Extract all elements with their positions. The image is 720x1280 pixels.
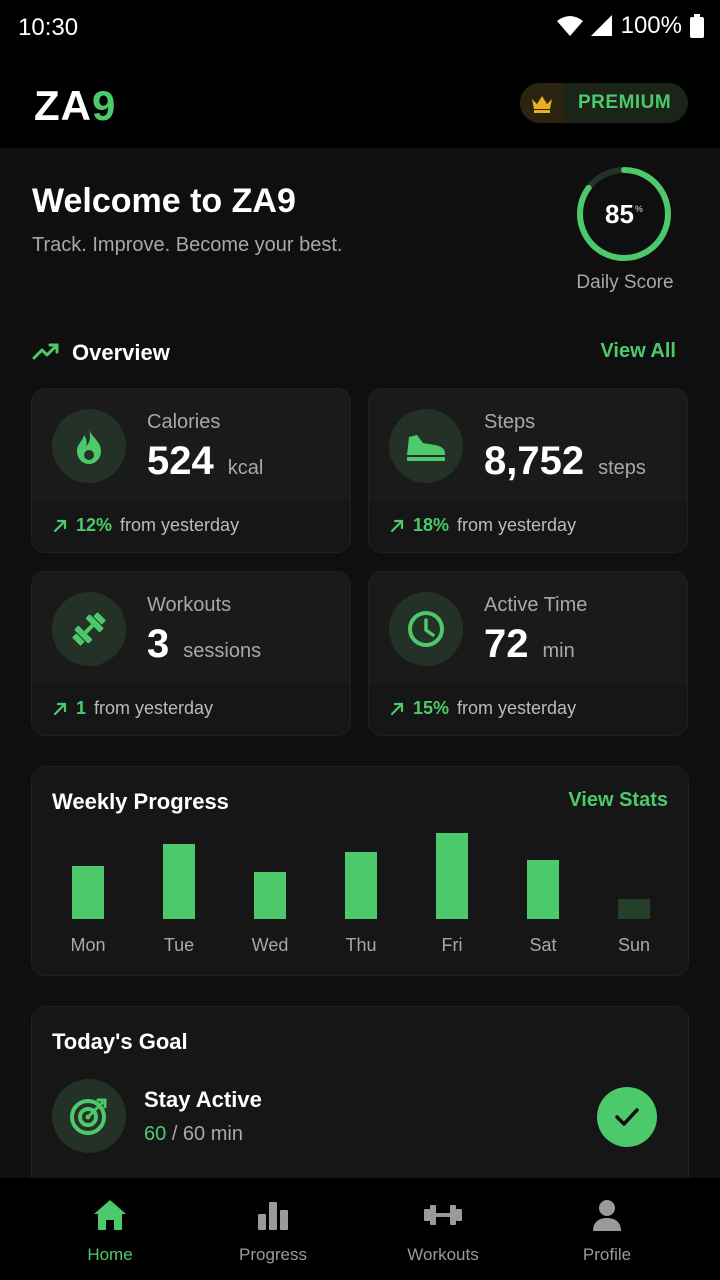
card-trend: 12% from yesterday — [52, 515, 239, 536]
shoe-icon — [389, 409, 463, 483]
chart-tick-label: Thu — [345, 935, 376, 955]
nav-label: Workouts — [407, 1245, 479, 1264]
arrow-up-right-icon — [53, 702, 67, 715]
flame-icon — [52, 409, 126, 483]
view-stats-link[interactable]: View Stats — [568, 789, 668, 811]
card-value: 72 min — [484, 622, 575, 666]
chart-bar-fri — [436, 833, 468, 919]
nav-home[interactable]: Home — [30, 1178, 190, 1280]
weekly-progress-card: Weekly Progress View Stats Mon Tue Wed Thu F… — [31, 766, 689, 976]
card-value: 3 sessions — [147, 622, 262, 666]
nav-label: Progress — [238, 1245, 308, 1264]
wifi-icon — [556, 16, 583, 36]
nav-progress[interactable]: Progress — [193, 1178, 353, 1280]
goal-title: Today's Goal — [52, 1029, 188, 1054]
card-value: 524 kcal — [147, 439, 264, 483]
welcome-subtitle: Track. Improve. Become your best. — [32, 234, 343, 256]
card-trend: 15% from yesterday — [389, 698, 576, 719]
chart-tick-label: Wed — [252, 935, 289, 955]
premium-button[interactable]: PREMIUM — [520, 83, 688, 123]
status-time: 10:30 — [18, 14, 79, 41]
arrow-up-right-icon — [390, 702, 404, 715]
app-bar: ZA9 PREMIUM — [0, 56, 720, 148]
score-progress-arc — [577, 167, 671, 261]
battery-percent: 100% — [620, 12, 682, 39]
weekly-title: Weekly Progress — [52, 789, 229, 814]
welcome-title: Welcome to ZA9 — [32, 182, 296, 220]
todays-goal-card[interactable]: Today's Goal Stay Active 60 / 60 min — [31, 1006, 689, 1178]
view-all-link[interactable]: View All — [600, 340, 676, 362]
status-bar: 10:30 100% — [0, 0, 720, 56]
status-icons: 100% — [556, 12, 704, 40]
score-value: 85 — [605, 198, 634, 229]
battery-icon — [690, 14, 704, 38]
arrow-up-right-icon — [390, 519, 404, 532]
home-icon — [94, 1200, 126, 1230]
card-value: 8,752 steps — [484, 439, 646, 483]
goal-progress: 60 / 60 min — [144, 1123, 243, 1145]
chart-tick-label: Sun — [618, 935, 650, 955]
card-label: Workouts — [147, 594, 232, 616]
bar-chart-icon — [258, 1202, 288, 1230]
daily-score-ring[interactable]: 85% — [576, 166, 672, 262]
chart-tick-label: Mon — [70, 935, 105, 955]
calories-card[interactable]: Calories 524 kcal 12% from yesterday — [31, 388, 351, 553]
clock-icon — [389, 592, 463, 666]
chart-tick-label: Fri — [442, 935, 463, 955]
arrow-up-right-icon — [53, 519, 67, 532]
person-icon — [593, 1200, 621, 1231]
chart-tick-label: Sat — [529, 935, 556, 955]
workouts-card[interactable]: Workouts 3 sessions 1 from yesterday — [31, 571, 351, 736]
chart-bar-wed — [254, 872, 286, 919]
chart-tick-label: Tue — [164, 935, 194, 955]
dumbbell-icon — [424, 1205, 462, 1225]
nav-label: Profile — [582, 1245, 632, 1264]
nav-profile[interactable]: Profile — [527, 1178, 687, 1280]
card-label: Active Time — [484, 594, 588, 616]
premium-label: PREMIUM — [578, 92, 672, 113]
overview-title: Overview — [72, 340, 170, 365]
active-time-card[interactable]: Active Time 72 min 15% from yesterday — [368, 571, 688, 736]
dumbbell-icon — [52, 592, 126, 666]
nav-label: Home — [87, 1245, 133, 1264]
card-trend: 1 from yesterday — [52, 698, 213, 719]
target-icon — [52, 1079, 126, 1153]
trending-up-icon — [32, 343, 59, 360]
card-label: Steps — [484, 411, 536, 433]
chart-bar-sun — [618, 899, 650, 919]
score-label: Daily Score — [576, 272, 674, 293]
overview-header: Overview View All — [32, 338, 688, 368]
chart-bar-thu — [345, 852, 377, 919]
score-suffix: % — [634, 204, 643, 214]
app-logo: ZA9 — [34, 82, 117, 129]
chart-bar-sat — [527, 860, 559, 919]
goal-complete-check-icon[interactable] — [597, 1087, 657, 1147]
crown-icon — [520, 83, 564, 123]
weekly-bar-chart: Mon Tue Wed Thu Fri Sat Sun — [70, 833, 650, 955]
card-trend: 18% from yesterday — [389, 515, 576, 536]
nav-workouts[interactable]: Workouts — [363, 1178, 523, 1280]
goal-name: Stay Active — [144, 1087, 262, 1112]
chart-bar-mon — [72, 866, 104, 919]
signal-icon — [590, 15, 612, 36]
steps-card[interactable]: Steps 8,752 steps 18% from yesterday — [368, 388, 688, 553]
card-label: Calories — [147, 411, 221, 433]
chart-bar-tue — [163, 844, 195, 919]
bottom-navigation: Home Progress Workouts Profile — [0, 1178, 720, 1280]
home-content[interactable]: Welcome to ZA9 Track. Improve. Become yo… — [0, 148, 720, 1178]
